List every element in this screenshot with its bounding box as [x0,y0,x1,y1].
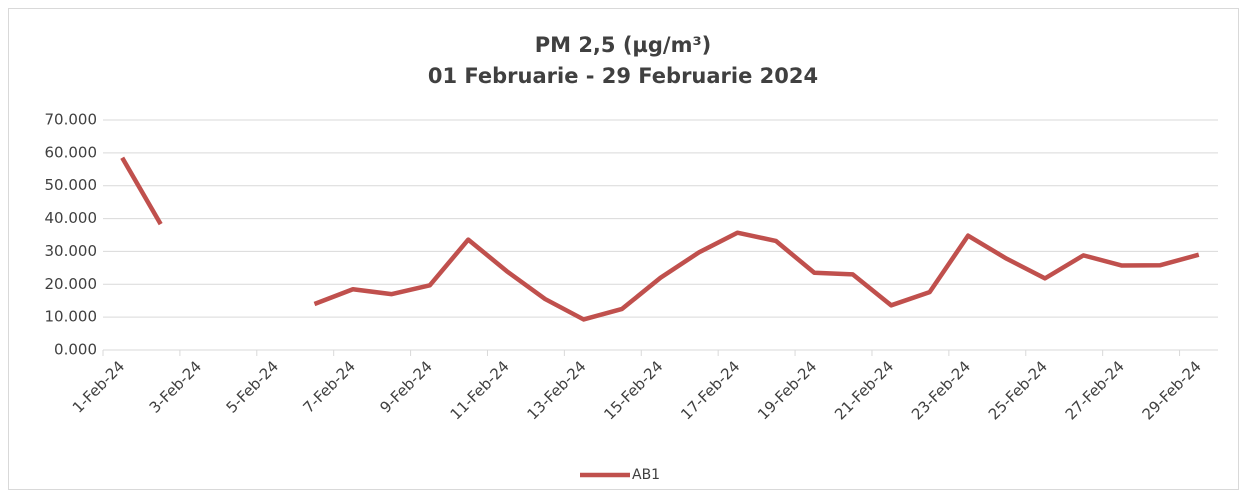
legend-label: AB1 [632,467,660,483]
chart-subtitle: 01 Februarie - 29 Februarie 2024 [428,64,818,88]
y-tick-label: 60.000 [45,143,98,161]
y-tick-label: 0.000 [54,341,97,359]
y-tick-label: 30.000 [45,242,98,260]
chart-border [8,8,1239,490]
y-tick-label: 50.000 [45,176,98,194]
series-line [120,156,1200,322]
y-tick-label: 70.000 [45,111,98,129]
y-tick-label: 10.000 [45,308,98,326]
chart-title: PM 2,5 (µg/m³) [535,33,712,57]
y-tick-label: 20.000 [45,275,98,293]
y-tick-label: 40.000 [45,209,98,227]
